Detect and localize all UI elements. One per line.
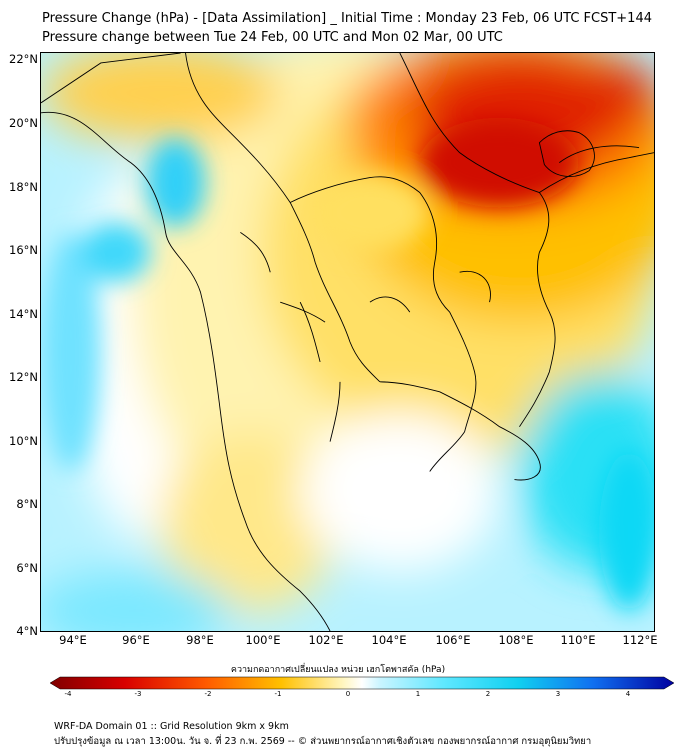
colorbar xyxy=(50,676,674,690)
colorbar-tick-label: -1 xyxy=(274,690,282,698)
lon-tick-label: 100°E xyxy=(245,633,281,647)
pressure-change-map xyxy=(40,52,655,632)
chart-subtitle: Pressure change between Tue 24 Feb, 00 U… xyxy=(42,30,503,45)
model-info: WRF-DA Domain 01 :: Grid Resolution 9km … xyxy=(54,721,289,732)
colorbar-tick-label: -3 xyxy=(134,690,142,698)
colorbar-tick-label: 0 xyxy=(345,690,351,698)
lon-tick-label: 108°E xyxy=(498,633,534,647)
lat-tick-label: 12°N xyxy=(9,370,38,384)
coastlines-and-borders xyxy=(41,53,654,631)
lon-tick-label: 98°E xyxy=(186,633,214,647)
lat-tick-label: 8°N xyxy=(16,497,38,511)
lat-tick-label: 16°N xyxy=(9,243,38,257)
colorbar-tick-label: 2 xyxy=(485,690,491,698)
lat-tick-label: 18°N xyxy=(9,180,38,194)
map-canvas xyxy=(41,53,654,631)
lon-tick-label: 104°E xyxy=(371,633,407,647)
lon-tick-label: 102°E xyxy=(308,633,344,647)
colorbar-tick-label: 1 xyxy=(415,690,421,698)
colorbar-tick-label: 3 xyxy=(555,690,561,698)
lon-tick-label: 106°E xyxy=(435,633,471,647)
lat-tick-label: 4°N xyxy=(16,624,38,638)
pressure-field-detail xyxy=(41,117,654,612)
lat-tick-label: 20°N xyxy=(9,116,38,130)
lon-tick-label: 110°E xyxy=(560,633,596,647)
lon-tick-label: 112°E xyxy=(622,633,658,647)
colorbar-tick-label: 4 xyxy=(625,690,631,698)
update-info: ปรับปรุงข้อมูล ณ เวลา 13:00น. วัน จ. ที่… xyxy=(54,736,592,747)
lat-tick-label: 10°N xyxy=(9,434,38,448)
colorbar-tick-label: -4 xyxy=(64,690,72,698)
lat-tick-label: 6°N xyxy=(16,561,38,575)
colorbar-ramp xyxy=(50,676,674,690)
colorbar-label: ความกดอากาศเปลี่ยนแปลง หน่วย เฮกโตพาสคัล… xyxy=(230,665,446,675)
lat-tick-label: 14°N xyxy=(9,307,38,321)
lat-tick-label: 22°N xyxy=(9,52,38,66)
chart-title: Pressure Change (hPa) - [Data Assimilati… xyxy=(42,11,652,26)
lon-tick-label: 94°E xyxy=(59,633,87,647)
colorbar-tick-label: -2 xyxy=(204,690,212,698)
lon-tick-label: 96°E xyxy=(122,633,150,647)
